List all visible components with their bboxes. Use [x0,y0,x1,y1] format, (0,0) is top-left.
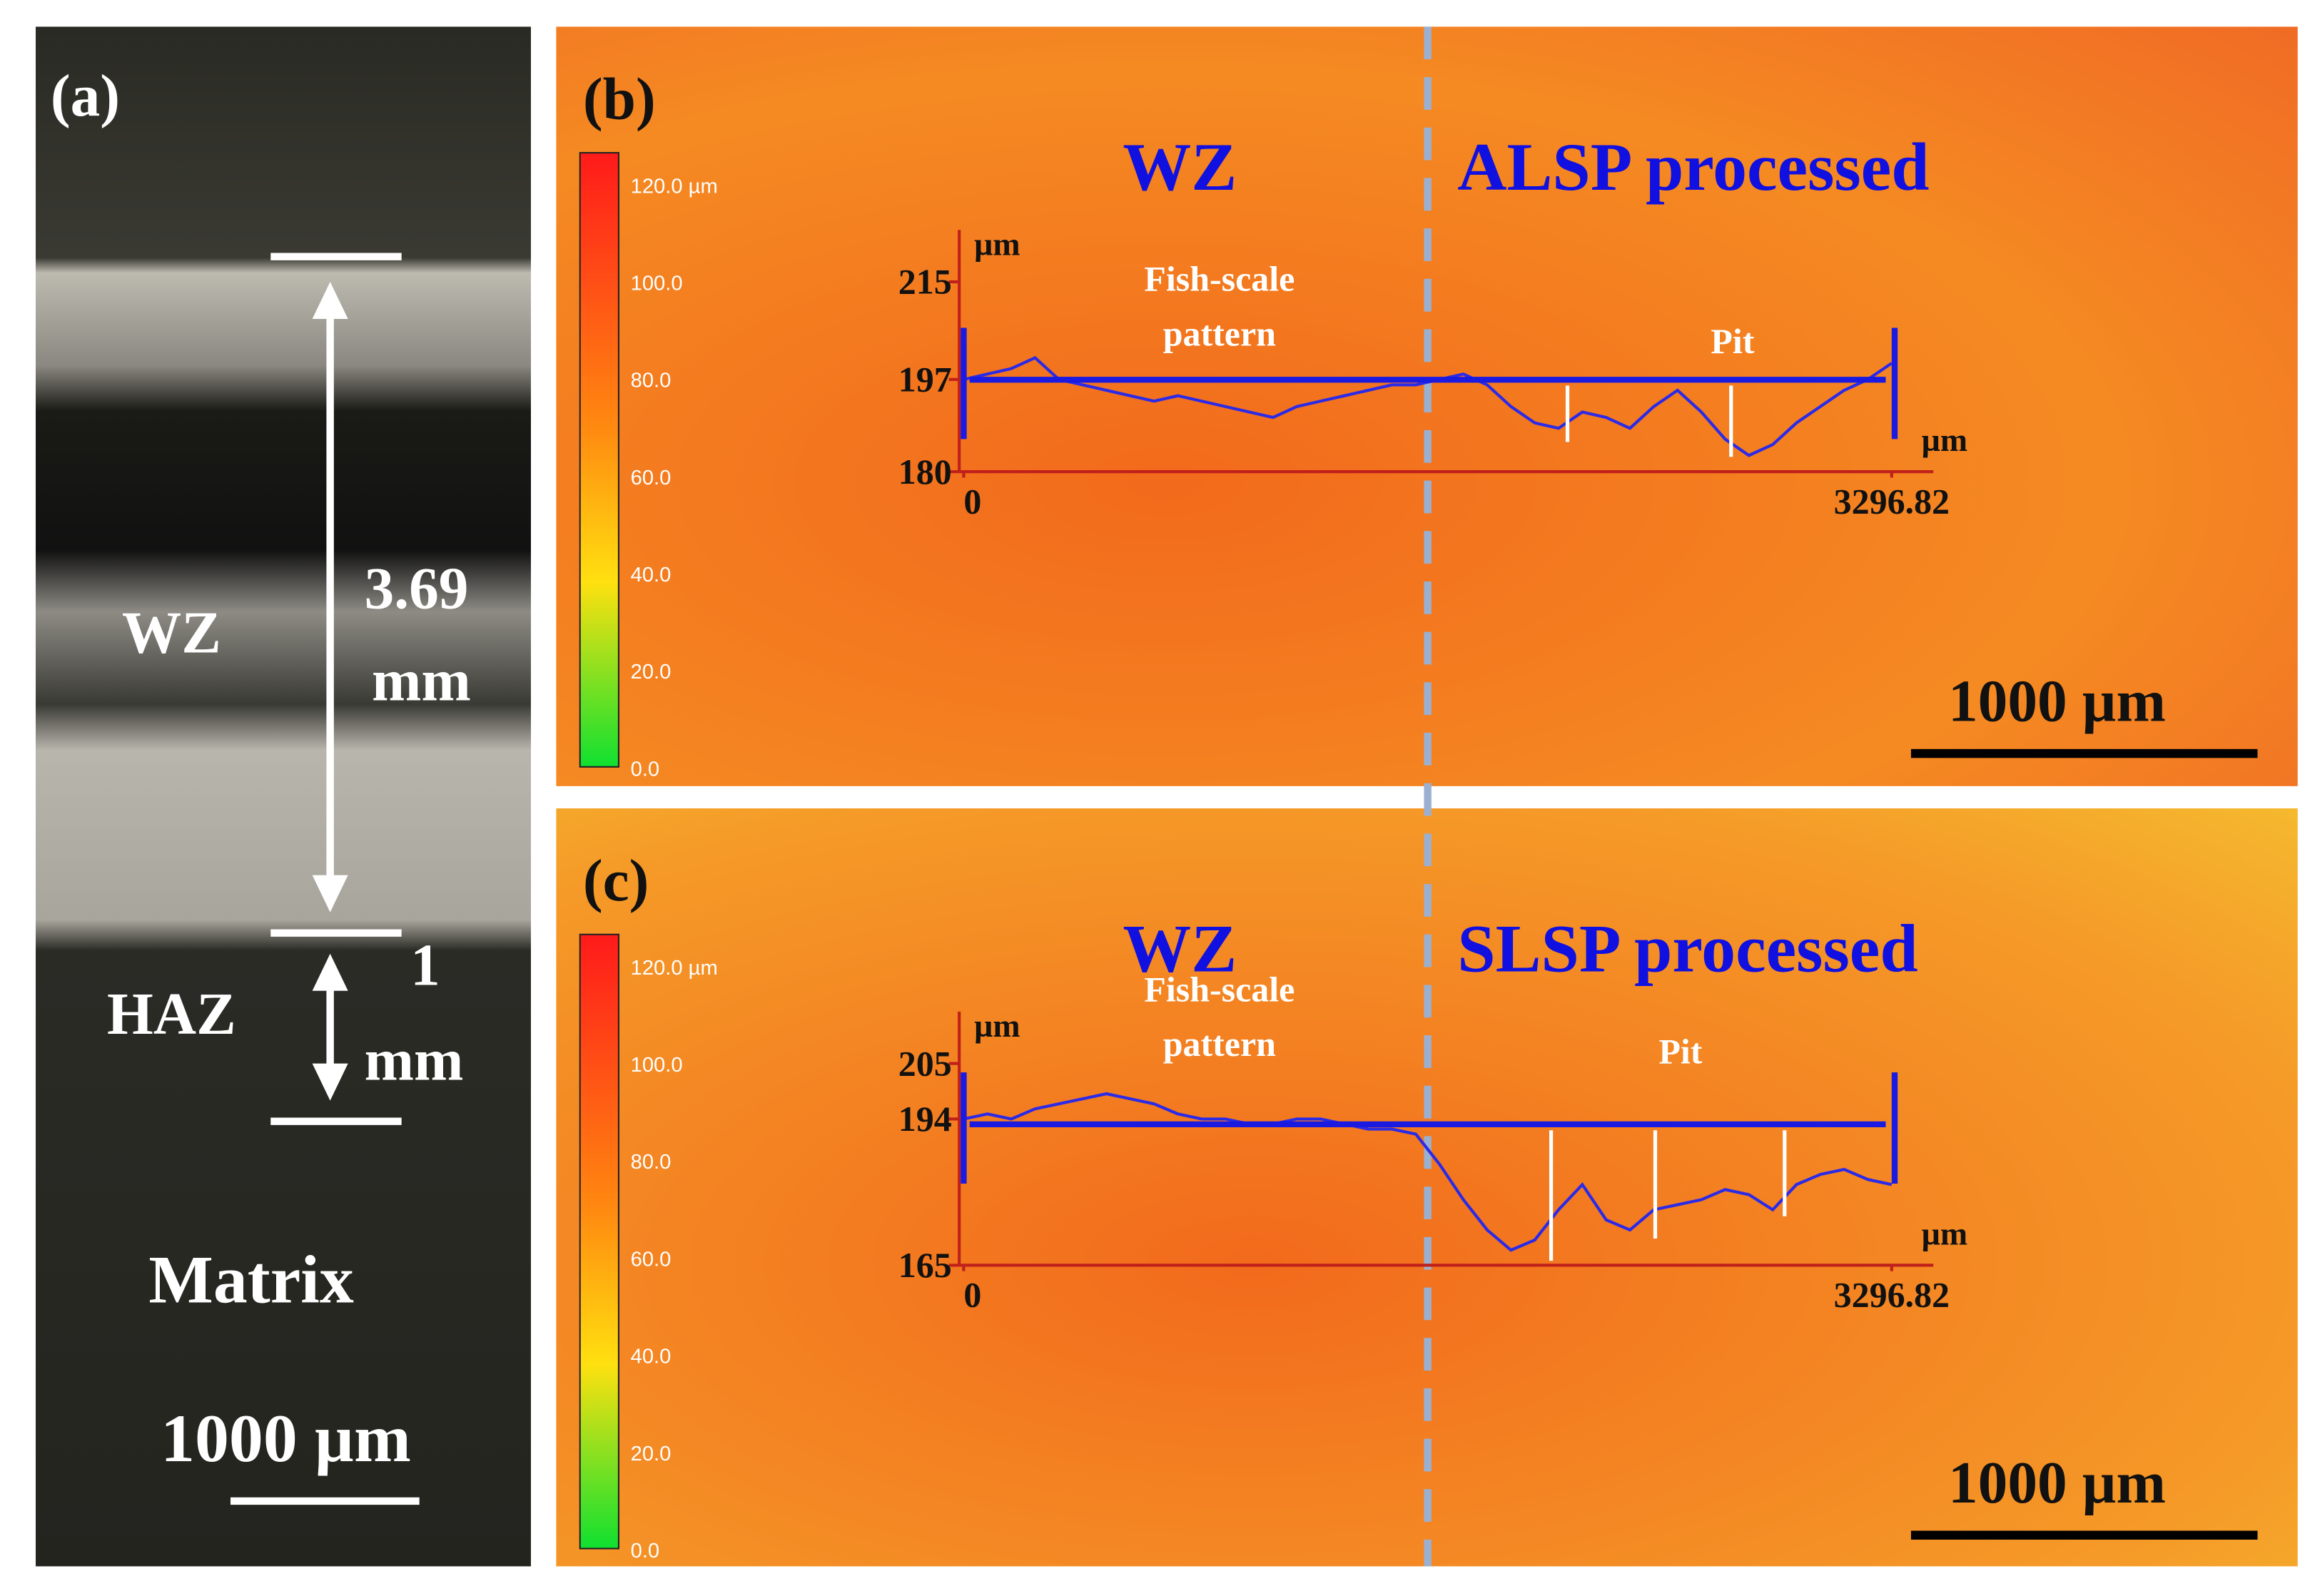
zone-label: WZ [122,601,221,666]
arrowheads [312,282,348,1101]
y-tick-label: 197 [898,360,952,400]
zone-label: SLSP processed [1457,911,1918,987]
colorbar-label: 100.0 [631,1054,683,1077]
colorbar-label: 40.0 [631,564,672,586]
scale-label: 1000 µm [1948,669,2166,734]
scale-label: 1000 µm [161,1401,411,1476]
colorbar-label: 80.0 [631,1151,672,1174]
zone-label: Matrix [148,1241,354,1317]
colorbar-label: 0.0 [631,758,660,781]
colorbar-label: 0.0 [631,1540,660,1562]
pattern-label: pattern [1163,313,1277,353]
axis-unit: µm [974,1007,1020,1044]
colorbar-label: 60.0 [631,1248,672,1271]
scale-label: 1000 µm [1948,1450,2166,1516]
zone-label: HAZ [107,982,236,1047]
colorbar-label: 100.0 [631,272,683,295]
panel-label: (a) [51,63,120,129]
micrograph [36,26,531,1567]
colorbar-label: 60.0 [631,467,672,489]
y-tick-label: 215 [898,262,952,302]
pattern-label: pattern [1163,1024,1277,1064]
colorbar-label: 120.0 µm [631,175,718,198]
panel-label: (b) [583,66,656,132]
axis-unit: µm [1921,1215,1967,1251]
pit-label: Pit [1658,1032,1702,1072]
colorbar-label: 20.0 [631,661,672,683]
zone-label: WZ [1123,911,1237,987]
panel-label: (c) [583,848,649,914]
colorbar-label: 80.0 [631,370,672,392]
colorbar [579,152,619,768]
y-tick-label: 205 [898,1043,952,1083]
unit-label: mm [372,648,471,713]
size-label: 1 [410,933,440,999]
y-tick-label: 180 [898,452,952,492]
unit-label: mm [365,1028,464,1094]
colorbar [579,933,619,1550]
y-tick-label: 165 [898,1245,952,1285]
profile-line [963,1092,1893,1252]
zone-label: ALSP processed [1457,129,1929,205]
panel-b: (b) WZ ALSP processed 1000 µm 120.0 µm 100.0 8… [579,66,2258,781]
size-label: 3.69 [365,556,469,621]
panel-c: (c) WZ SLSP processed 1000 µm 120.0 µm 100.0 8… [579,848,2258,1562]
x-tick-label: 0 [963,1275,981,1315]
x-tick-label: 3296.82 [1834,1275,1950,1315]
colorbar-label: 120.0 µm [631,957,718,980]
axis-unit: µm [1921,422,1967,458]
pattern-label: Fish-scale [1144,259,1295,299]
zone-label: WZ [1123,129,1237,205]
axis-unit: µm [974,226,1020,263]
x-tick-label: 0 [963,481,981,521]
y-tick-label: 194 [898,1099,952,1139]
colorbar-label: 40.0 [631,1346,672,1368]
colorbar-label: 20.0 [631,1443,672,1465]
x-tick-label: 3296.82 [1834,481,1950,521]
pit-label: Pit [1711,321,1754,361]
pattern-label: Fish-scale [1144,969,1295,1009]
